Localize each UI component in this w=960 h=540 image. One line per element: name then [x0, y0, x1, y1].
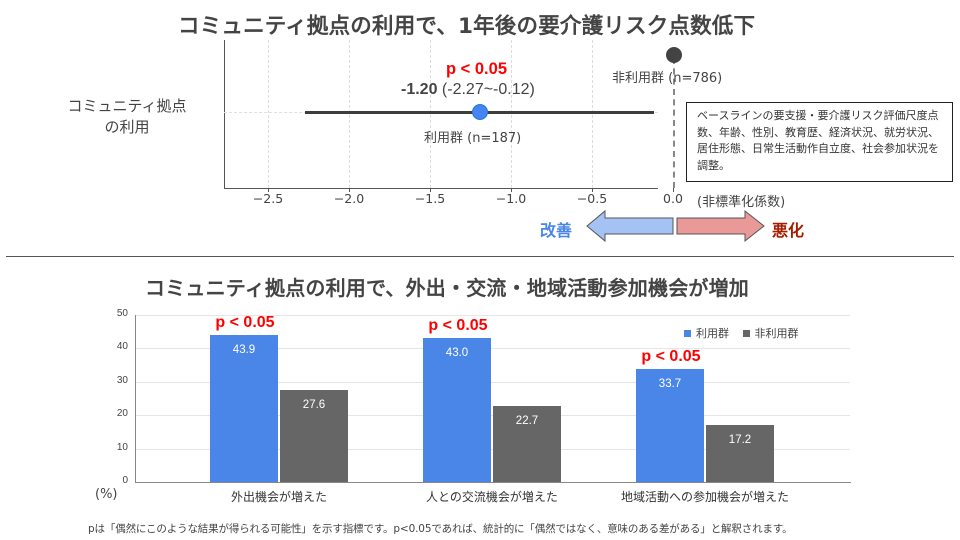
forest-y-axis-line [224, 40, 225, 188]
axis-unit-label: (非標準化係数) [697, 195, 786, 210]
bar-chart-title: コミュニティ拠点の利用で、外出・交流・地域活動参加機会が増加 [145, 276, 749, 300]
forest-x-tick-label: −2.0 [333, 191, 365, 206]
forest-x-tick-label: −0.5 [576, 191, 608, 206]
reference-line-zero [673, 58, 675, 188]
forest-gridline [511, 40, 512, 188]
forest-tick-mark [673, 188, 674, 192]
forest-tick-mark [511, 188, 512, 192]
bar-value-label: 22.7 [515, 415, 539, 428]
bar-category-label: 人との交流機会が増えた [426, 490, 558, 504]
forest-row-label-line2: の利用 [104, 118, 150, 136]
worsen-label: 悪化 [772, 221, 805, 240]
bar-users: 43.0 [423, 338, 491, 482]
bar-category-label: 外出機会が増えた [230, 490, 328, 504]
bar-p-value: p < 0.05 [428, 317, 488, 335]
bar-y-tick-label: 10 [116, 441, 128, 453]
forest-tick-mark [592, 188, 593, 192]
section-divider [6, 256, 954, 257]
forest-p-value: p < 0.05 [446, 60, 507, 78]
footnote: pは「偶然にこのような結果が得られる可能性」を示す指標です。p<0.05であれば… [88, 523, 793, 535]
bar-nonusers: 22.7 [493, 406, 561, 482]
adjustment-note-box: ベースラインの要支援・要介護リスク評価尺度点数、年齢、性別、教育歴、経済状況、就… [686, 102, 953, 182]
legend-swatch-nonusers [742, 330, 750, 337]
bar-y-tick-label: 0 [122, 475, 128, 486]
improve-arrow-icon [586, 209, 674, 243]
forest-gridline [430, 40, 431, 188]
bar-p-value: p < 0.05 [641, 348, 701, 366]
bar-value-label: 17.2 [728, 433, 752, 446]
bar-value-label: 43.0 [445, 347, 469, 360]
forest-row-label-line1: コミュニティ拠点 [67, 97, 187, 115]
bar-y-tick-label: 20 [116, 408, 128, 420]
improve-label: 改善 [540, 221, 573, 240]
nonuser-group-point [666, 47, 682, 63]
forest-x-tick-label: −1.5 [414, 191, 446, 206]
estimate-ci: (-2.27~-0.12) [437, 81, 535, 98]
forest-x-tick-label: 0.0 [663, 191, 683, 206]
forest-chart-title: コミュニティ拠点の利用で、1年後の要介護リスク点数低下 [178, 14, 756, 39]
bar-value-label: 27.6 [302, 398, 326, 411]
forest-x-axis-line [224, 188, 658, 189]
forest-gridline [268, 40, 269, 188]
bar-nonusers: 27.6 [280, 389, 348, 482]
bar-gridline [136, 348, 850, 350]
bar-value-label: 33.7 [658, 378, 682, 391]
forest-gridline [349, 40, 350, 188]
bar-legend: 利用群 非利用群 [684, 325, 799, 341]
nonuser-group-label: 非利用群 (n=786) [612, 71, 723, 86]
bar-y-tick-label: 50 [116, 308, 128, 319]
bar-category-label: 地域活動への参加機会が増えた [620, 490, 790, 504]
forest-tick-mark [349, 188, 350, 192]
bar-x-axis-line [135, 482, 851, 483]
bar-y-tick-label: 40 [116, 341, 128, 353]
y-unit-label: (%) [95, 487, 118, 502]
user-group-point [472, 104, 488, 120]
bar-gridline [136, 381, 850, 383]
bar-users: 33.7 [636, 369, 704, 482]
bar-nonusers: 17.2 [706, 424, 774, 482]
forest-x-tick-label: −2.5 [252, 191, 284, 206]
bar-gridline [136, 315, 850, 316]
forest-tick-mark [268, 188, 269, 192]
bar-p-value: p < 0.05 [215, 314, 275, 332]
user-group-label: 利用群 (n=187) [424, 131, 522, 146]
forest-x-tick-label: −1.0 [495, 191, 527, 206]
legend-label-nonusers: 非利用群 [754, 327, 799, 340]
bar-y-axis-line [135, 315, 136, 483]
legend-label-users: 利用群 [696, 327, 729, 340]
estimate-value: -1.20 [401, 81, 438, 98]
forest-estimate: -1.20 (-2.27~-0.12) [401, 81, 535, 99]
worsen-arrow-icon [676, 209, 765, 243]
legend-swatch-users [684, 330, 691, 337]
forest-row-label: コミュニティ拠点 の利用 [52, 96, 202, 138]
bar-users: 43.9 [210, 335, 278, 482]
bar-value-label: 43.9 [232, 344, 256, 357]
bar-y-tick-label: 30 [116, 374, 128, 386]
forest-gridline [592, 40, 593, 188]
forest-tick-mark [430, 188, 431, 192]
